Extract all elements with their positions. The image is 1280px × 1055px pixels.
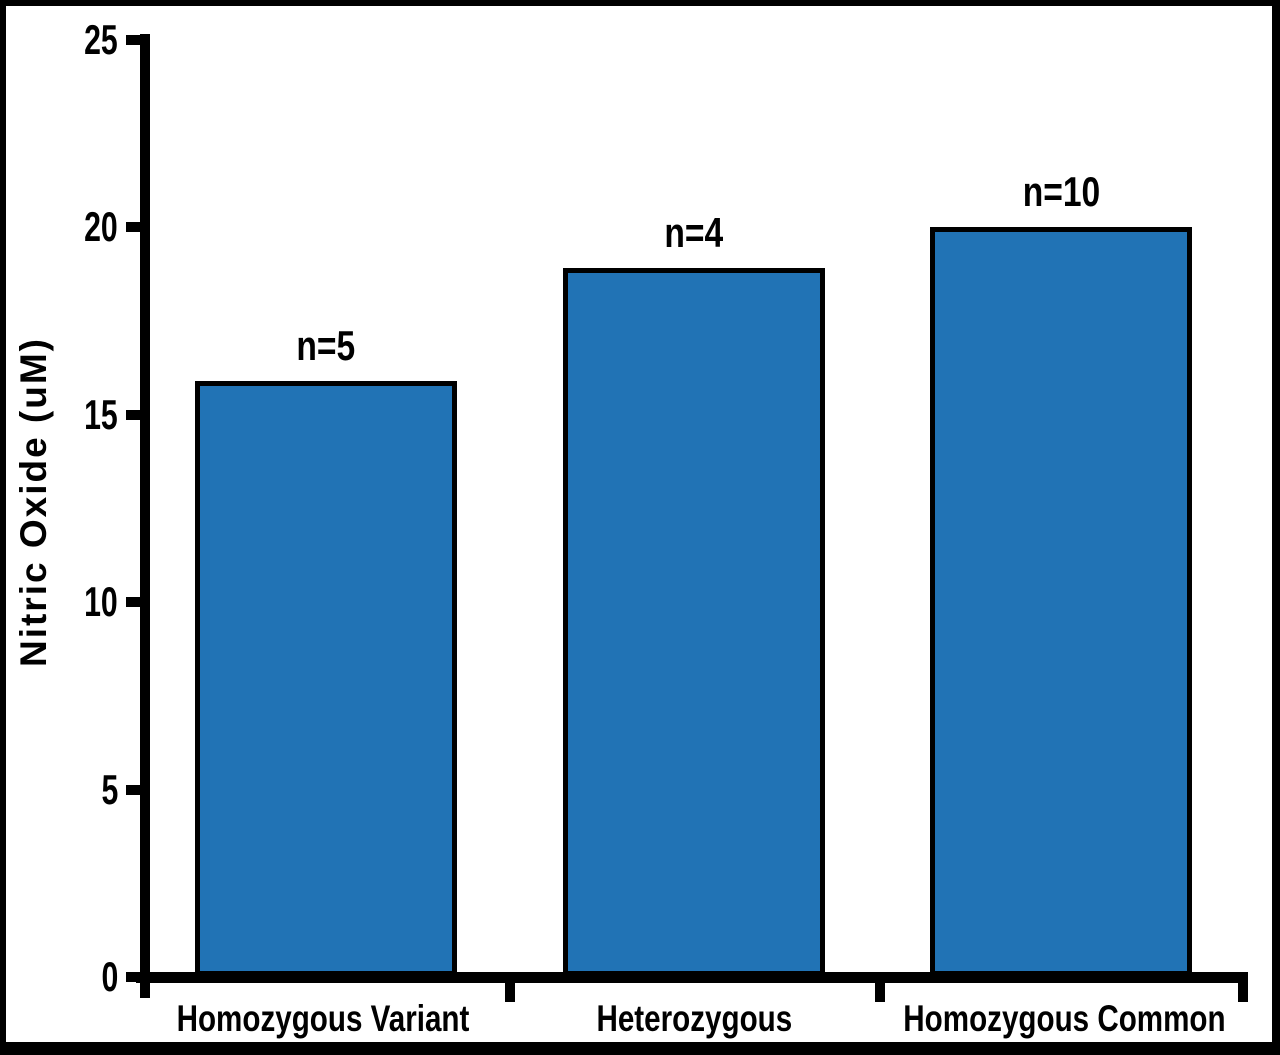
y-tick-label-text: 5 [101,766,118,813]
y-axis-title-text: Nitric Oxide (uM) [13,336,54,668]
y-tick-label-5: 5 [95,768,118,812]
bar-annotation-text: n=10 [1022,168,1100,215]
y-tick-mark-20 [126,222,140,232]
x-category-label-text: Homozygous Variant [176,998,470,1039]
x-category-label-text: Homozygous Common [902,998,1226,1039]
y-axis-title: Nitric Oxide (uM) [13,337,55,667]
bar-annotation-text: n=5 [296,322,356,369]
y-tick-mark-0 [126,972,140,982]
bar-homozygous-common [930,227,1192,976]
y-tick-mark-5 [126,785,140,795]
y-tick-label-text: 15 [84,391,118,438]
bar-annotation-text: n=4 [664,209,724,256]
y-tick-mark-15 [126,410,140,420]
x-category-divider-tick [505,972,515,1002]
bar-heterozygous [563,268,825,976]
y-tick-label-10: 10 [71,580,118,624]
x-category-label-heterozygous: Heterozygous [484,998,904,1040]
y-tick-label-0: 0 [95,955,118,999]
x-axis-line [136,972,1248,983]
x-axis-end-tick [1238,972,1248,1002]
x-category-label-homozygous-variant: Homozygous Variant [113,998,533,1040]
y-tick-label-25: 25 [71,18,118,62]
bar-annotation-homozygous-variant: n=5 [176,324,476,368]
bar-annotation-heterozygous: n=4 [544,211,844,255]
y-tick-label-text: 25 [84,16,118,63]
bar-annotation-homozygous-common: n=10 [911,170,1211,214]
y-tick-mark-10 [126,597,140,607]
bar-homozygous-variant [195,381,457,976]
y-tick-label-text: 0 [101,953,118,1000]
y-tick-label-15: 15 [71,393,118,437]
y-tick-label-text: 20 [84,203,118,250]
y-tick-mark-25 [126,35,140,45]
x-category-label-text: Heterozygous [596,998,792,1039]
y-tick-label-text: 10 [84,578,118,625]
x-category-label-homozygous-common: Homozygous Common [854,998,1274,1040]
x-category-divider-tick [875,972,885,1002]
y-tick-label-20: 20 [71,205,118,249]
y-axis-line [140,34,150,998]
